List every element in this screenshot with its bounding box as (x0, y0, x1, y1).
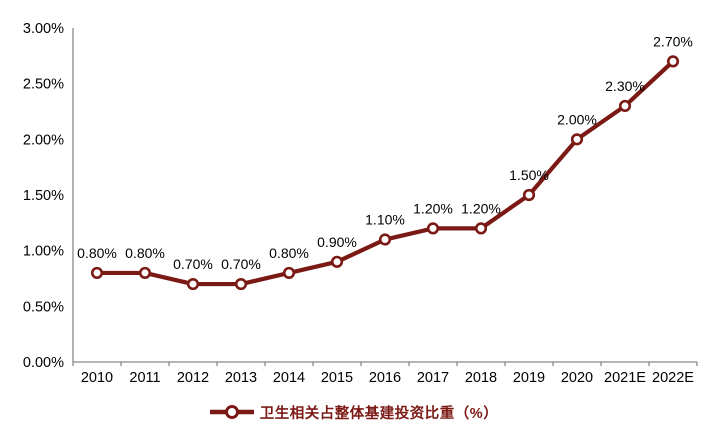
data-point-marker (570, 133, 584, 146)
legend-label: 卫生相关占整体基建投资比重（%） (259, 405, 499, 422)
series-line (94, 59, 676, 287)
data-point-marker (426, 222, 440, 235)
data-label: 2.00% (557, 111, 597, 127)
data-label: 1.20% (413, 200, 453, 216)
x-axis-label: 2020 (561, 370, 593, 386)
data-point-marker (618, 99, 632, 113)
data-point-marker (666, 55, 680, 68)
x-axis-label: 2016 (369, 370, 401, 386)
x-axis-label: 2021E (604, 370, 646, 386)
data-point-marker (282, 266, 296, 280)
x-axis-label: 2015 (321, 370, 353, 386)
data-point-marker (330, 255, 344, 268)
legend: 卫生相关占整体基建投资比重（%） (0, 401, 707, 423)
data-label: 2.70% (653, 33, 693, 49)
x-axis-label: 2013 (225, 370, 257, 386)
data-label: 1.20% (461, 200, 501, 216)
data-label: 1.10% (365, 212, 405, 228)
y-axis-label: 2.00% (23, 132, 64, 148)
data-label: 0.70% (173, 256, 213, 272)
x-axis-label: 2017 (417, 370, 449, 386)
data-point-marker (186, 277, 200, 291)
data-label: 0.90% (317, 234, 357, 250)
legend-marker-circle (224, 405, 239, 419)
y-axis-label: 0.50% (23, 299, 64, 315)
data-label: 0.80% (77, 245, 117, 261)
x-axis-label: 2022E (652, 370, 694, 386)
y-axis-label: 0.00% (23, 355, 64, 371)
y-axis-label: 3.00% (23, 21, 64, 37)
legend-series-marker-icon (209, 405, 254, 419)
data-label: 0.80% (125, 245, 165, 261)
y-axis-label: 1.00% (23, 244, 64, 260)
y-axis-label: 1.50% (23, 188, 64, 204)
y-axis-label: 2.50% (23, 77, 64, 93)
x-axis-label: 2010 (81, 370, 113, 386)
x-axis-label: 2012 (177, 370, 209, 386)
data-point-marker (90, 266, 104, 280)
data-point-marker (234, 277, 248, 291)
x-axis-label: 2018 (465, 370, 497, 386)
data-label: 0.80% (269, 245, 309, 261)
data-label: 1.50% (509, 167, 549, 183)
data-point-marker (474, 222, 488, 235)
data-point-marker (522, 188, 536, 202)
data-point-marker (138, 266, 152, 280)
data-label: 2.30% (605, 78, 645, 94)
x-axis-label: 2011 (129, 370, 160, 386)
data-label: 0.70% (221, 256, 261, 272)
x-axis-label: 2019 (513, 370, 545, 386)
data-point-marker (378, 233, 392, 246)
x-axis-label: 2014 (273, 370, 305, 386)
